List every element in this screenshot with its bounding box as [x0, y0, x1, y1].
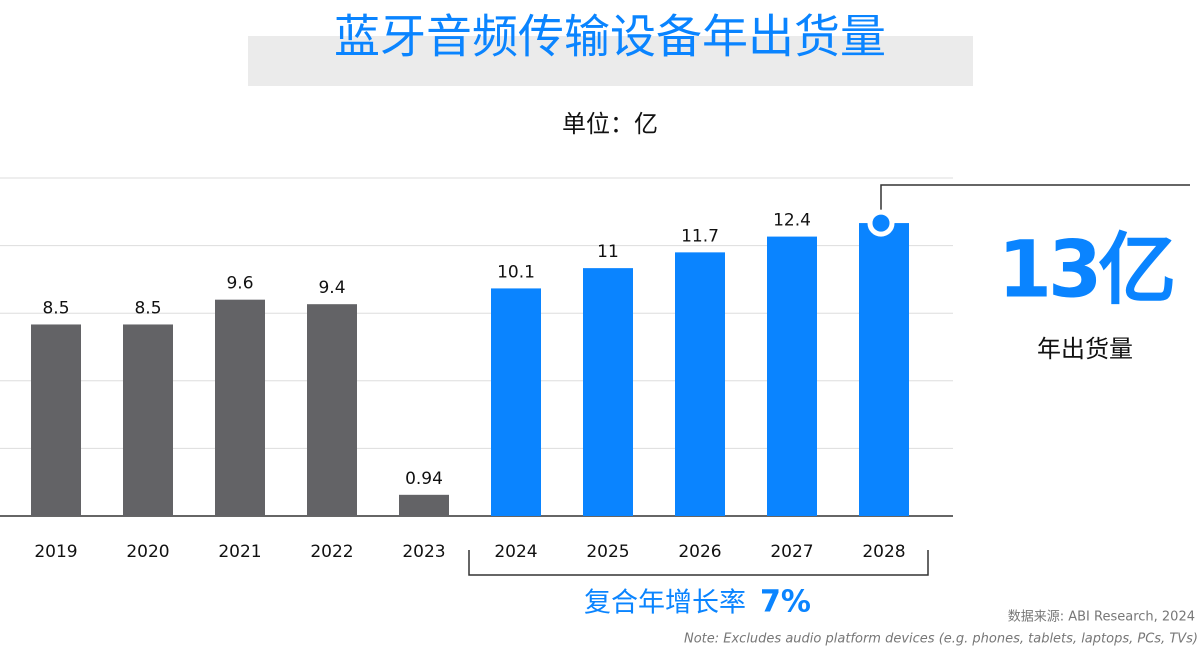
- bar: [123, 324, 173, 516]
- callout-line: [880, 184, 1190, 210]
- callout-caption: 年出货量: [1037, 335, 1133, 363]
- bar: [583, 268, 633, 516]
- x-tick-label: 2020: [126, 542, 169, 562]
- bar: [31, 324, 81, 516]
- chart-title: 蓝牙音频传输设备年出货量: [334, 10, 886, 64]
- value-label: 11.7: [681, 226, 719, 246]
- bar: [307, 304, 357, 516]
- title-band: [248, 36, 973, 86]
- x-tick-label: 2019: [34, 542, 77, 562]
- cagr-value: 7%: [760, 585, 811, 620]
- callout-marker: [867, 209, 895, 237]
- cagr-bracket: [468, 550, 929, 576]
- value-label: 12.4: [773, 211, 811, 231]
- x-tick-label: 2023: [402, 542, 445, 562]
- x-tick-label: 2021: [218, 542, 261, 562]
- bar: [215, 299, 265, 516]
- value-label: 0.94: [405, 469, 443, 489]
- cagr-label: 复合年增长率: [584, 588, 746, 619]
- value-label: 9.4: [318, 278, 345, 298]
- x-tick-label: 2027: [770, 542, 813, 562]
- note: Note: Excludes audio platform devices (e…: [684, 632, 1198, 647]
- value-label: 9.6: [226, 274, 253, 294]
- bar: [767, 236, 817, 516]
- x-tick-label: 2024: [494, 542, 537, 562]
- bar: [399, 494, 449, 516]
- x-tick-label: 2028: [862, 542, 905, 562]
- bar: [491, 288, 541, 516]
- value-label: 11: [597, 242, 619, 262]
- chart-subtitle: 单位：亿: [562, 110, 658, 138]
- x-tick-label: 2026: [678, 542, 721, 562]
- source: 数据来源: ABI Research, 2024: [1008, 610, 1195, 625]
- bar: [859, 223, 909, 517]
- value-label: 8.5: [42, 298, 69, 318]
- x-tick-label: 2022: [310, 542, 353, 562]
- x-tick-label: 2025: [586, 542, 629, 562]
- value-label: 8.5: [134, 298, 161, 318]
- callout-value: 13亿: [998, 225, 1174, 315]
- bar: [675, 252, 725, 517]
- value-label: 10.1: [497, 262, 535, 282]
